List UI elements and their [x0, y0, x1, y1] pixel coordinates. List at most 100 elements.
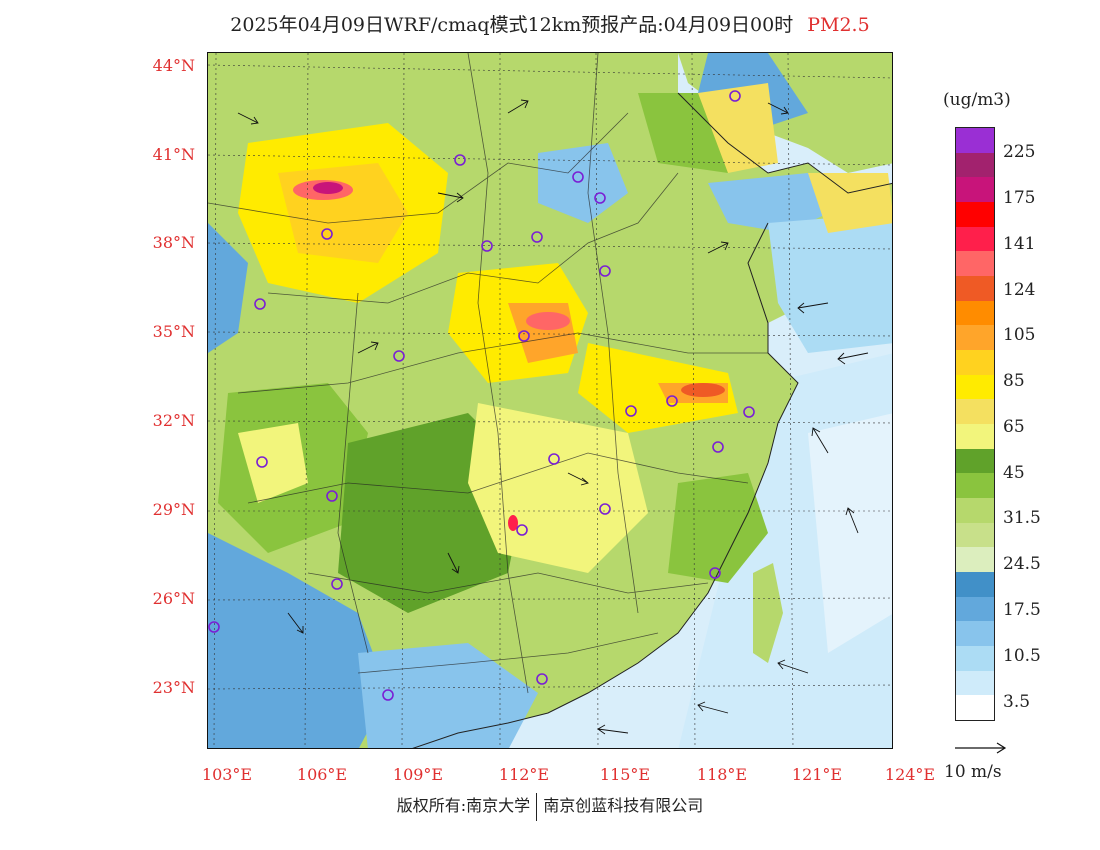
city-marker: [208, 621, 220, 633]
parallel: [208, 242, 892, 250]
wind-arrow: [811, 427, 829, 454]
clean-air-region: [208, 533, 388, 748]
city-marker: [743, 406, 755, 418]
province-border: [337, 292, 369, 654]
pollution-hotspot: [313, 182, 343, 194]
colorbar-label: 175: [1003, 188, 1036, 208]
meridian: [304, 53, 309, 748]
clean-air-region: [538, 143, 628, 223]
parallel: [208, 331, 892, 337]
latitude-tick: 44°N: [152, 56, 195, 75]
latitude-tick: 32°N: [152, 411, 195, 430]
colorbar-label: 31.5: [1003, 508, 1041, 528]
city-marker: [254, 298, 266, 310]
city-marker: [599, 503, 611, 515]
colorbar-swatch: [956, 670, 994, 696]
city-marker: [712, 441, 724, 453]
map-title: 2025年04月09日WRF/cmaq模式12km预报产品:04月09日00时 P…: [0, 10, 1100, 37]
coastline: [412, 92, 892, 748]
colorbar-unit: (ug/m3): [943, 90, 1011, 110]
clean-air-region: [208, 223, 248, 353]
wind-arrow: [777, 659, 809, 674]
city-marker: [709, 567, 721, 579]
wind-vectors: [237, 99, 869, 735]
colorbar-swatch: [956, 276, 994, 302]
colorbar-swatch: [956, 128, 994, 154]
wind-arrow: [597, 724, 629, 735]
copyright-right: 南京创蓝科技有限公司: [543, 796, 704, 815]
province-border: [208, 112, 629, 224]
meridian: [787, 53, 794, 748]
colorbar-label: 24.5: [1003, 554, 1041, 574]
wind-arrow: [845, 507, 859, 534]
colorbar-swatch: [956, 424, 994, 450]
pollution-hotspot: [508, 515, 518, 531]
copyright-left: 版权所有:南京大学: [396, 796, 531, 815]
wind-arrow: [797, 302, 829, 314]
wind-arrow: [447, 552, 460, 574]
city-marker: [548, 453, 560, 465]
city-marker: [382, 689, 394, 701]
province-border: [467, 53, 529, 694]
city-marker: [625, 405, 637, 417]
latitude-tick: 35°N: [152, 322, 195, 341]
colorbar-swatch: [956, 596, 994, 622]
colorbar-swatch: [956, 251, 994, 277]
colorbar-swatch: [956, 646, 994, 672]
colorbar-swatch: [956, 498, 994, 524]
colorbar-swatch: [956, 152, 994, 178]
city-marker: [326, 490, 338, 502]
sea-band: [808, 413, 892, 653]
wind-arrow: [707, 241, 729, 254]
latitude-tick: 26°N: [152, 589, 195, 608]
longitude-tick: 124°E: [884, 765, 936, 784]
wind-arrow: [437, 192, 464, 203]
wind-arrow: [357, 341, 379, 354]
wind-arrow: [567, 472, 589, 486]
meridian: [213, 53, 217, 748]
city-markers: [208, 90, 755, 701]
city-marker: [599, 265, 611, 277]
parallel: [208, 154, 892, 166]
footer-divider: [536, 792, 538, 821]
meridian: [401, 53, 405, 748]
province-border: [247, 452, 749, 504]
colorbar-swatch: [956, 473, 994, 499]
colorbar-swatch: [956, 448, 994, 474]
land-area: [753, 563, 783, 663]
parallel: [208, 420, 892, 424]
pollution-hotspot: [526, 312, 570, 330]
colorbar-swatch: [956, 572, 994, 598]
wind-arrow: [237, 112, 259, 125]
colorbar-swatch: [956, 374, 994, 400]
colorbar-swatch: [956, 399, 994, 425]
city-marker: [531, 231, 543, 243]
city-marker: [666, 395, 678, 407]
latitude-tick: 38°N: [152, 233, 195, 252]
colorbar-swatch: [956, 621, 994, 647]
province-border: [587, 53, 639, 614]
longitude-tick: 118°E: [696, 765, 748, 784]
city-marker: [516, 524, 528, 536]
colorbar-swatch: [956, 177, 994, 203]
longitude-tick: 109°E: [392, 765, 444, 784]
pollution-patch: [578, 343, 738, 433]
colorbar-label: 10.5: [1003, 646, 1041, 666]
city-marker: [481, 240, 493, 252]
city-marker: [518, 330, 530, 342]
colorbar-label: 65: [1003, 417, 1025, 437]
province-border: [237, 332, 768, 394]
graticule: [208, 53, 892, 748]
colorbar-swatch: [956, 202, 994, 228]
pollution-patch: [668, 473, 768, 583]
wind-reference-arrow: [955, 742, 1007, 754]
longitude-tick: 103°E: [201, 765, 253, 784]
province-border: [307, 572, 709, 594]
wind-arrow: [767, 102, 789, 115]
longitude-tick: 106°E: [296, 765, 348, 784]
parallel: [208, 64, 892, 79]
parallel: [208, 597, 892, 601]
colorbar-label: 225: [1003, 142, 1036, 162]
title-text: 2025年04月09日WRF/cmaq模式12km预报产品:04月09日00时: [230, 14, 794, 36]
forecast-map: [207, 52, 893, 749]
